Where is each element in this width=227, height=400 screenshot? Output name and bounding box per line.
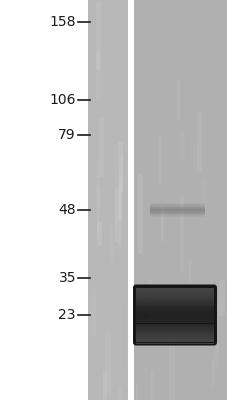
Bar <box>149 204 204 205</box>
Bar <box>117 387 121 400</box>
Bar <box>149 210 204 211</box>
Text: 158: 158 <box>49 15 76 29</box>
Bar <box>149 208 204 209</box>
Bar <box>143 366 148 400</box>
Bar <box>135 289 213 291</box>
Bar <box>95 187 100 209</box>
Bar <box>168 332 174 400</box>
Bar <box>135 322 213 324</box>
Text: 79: 79 <box>58 128 76 142</box>
Bar <box>135 301 213 303</box>
Bar <box>114 162 116 231</box>
Bar <box>135 329 213 331</box>
Bar <box>97 222 101 246</box>
Bar <box>135 303 213 304</box>
Bar <box>192 145 198 170</box>
Bar <box>88 0 127 400</box>
Bar <box>214 304 218 366</box>
Bar <box>91 289 95 337</box>
Bar <box>200 180 206 216</box>
Bar <box>126 304 130 372</box>
Bar <box>135 333 213 335</box>
Bar <box>135 297 213 299</box>
Text: 35: 35 <box>58 271 76 285</box>
Bar <box>133 0 227 400</box>
Bar <box>120 155 122 192</box>
Bar <box>135 306 213 308</box>
Bar <box>135 312 213 314</box>
Bar <box>149 215 204 216</box>
Bar <box>114 188 119 242</box>
Bar <box>149 205 204 206</box>
Bar <box>135 291 213 293</box>
Bar <box>136 384 138 400</box>
Bar <box>135 331 213 333</box>
Bar <box>161 206 163 241</box>
Bar <box>149 209 204 210</box>
Bar <box>110 224 114 262</box>
Bar <box>135 341 213 342</box>
Bar <box>149 206 204 207</box>
Bar <box>135 308 213 310</box>
Bar <box>149 370 154 400</box>
Bar <box>135 295 213 297</box>
Text: 48: 48 <box>58 203 76 217</box>
Bar <box>102 371 106 400</box>
Bar <box>118 176 121 247</box>
Bar <box>127 0 133 400</box>
Bar <box>135 337 213 339</box>
Bar <box>188 260 190 285</box>
Bar <box>135 304 213 306</box>
Bar <box>218 280 224 316</box>
Bar <box>196 112 201 172</box>
Bar <box>149 216 204 217</box>
Bar <box>149 213 204 214</box>
Bar <box>119 184 121 238</box>
Bar <box>135 318 213 320</box>
Bar <box>135 324 213 325</box>
Bar <box>149 207 204 208</box>
Bar <box>135 326 213 327</box>
Bar <box>148 278 151 325</box>
Bar <box>135 299 213 301</box>
Bar <box>149 203 204 204</box>
Bar <box>96 164 98 235</box>
Text: 23: 23 <box>58 308 76 322</box>
Bar <box>135 293 213 295</box>
Bar <box>99 118 104 177</box>
Bar <box>158 133 160 184</box>
Bar <box>149 212 204 213</box>
Bar <box>95 52 100 100</box>
Bar <box>149 211 204 212</box>
Bar <box>135 320 213 322</box>
Bar <box>135 327 213 329</box>
Bar <box>118 142 123 220</box>
Bar <box>135 335 213 337</box>
FancyBboxPatch shape <box>132 284 216 346</box>
Bar <box>149 214 204 215</box>
Bar <box>135 310 213 312</box>
Bar <box>180 132 184 161</box>
Text: 106: 106 <box>49 93 76 107</box>
Bar <box>135 316 213 318</box>
Bar <box>135 314 213 316</box>
Bar <box>96 3 100 70</box>
Bar <box>179 196 183 272</box>
Bar <box>135 288 213 289</box>
Bar <box>138 174 143 254</box>
Bar <box>105 333 110 395</box>
Bar <box>135 339 213 340</box>
Bar <box>176 81 179 119</box>
Bar <box>135 342 213 344</box>
Bar <box>211 358 213 387</box>
